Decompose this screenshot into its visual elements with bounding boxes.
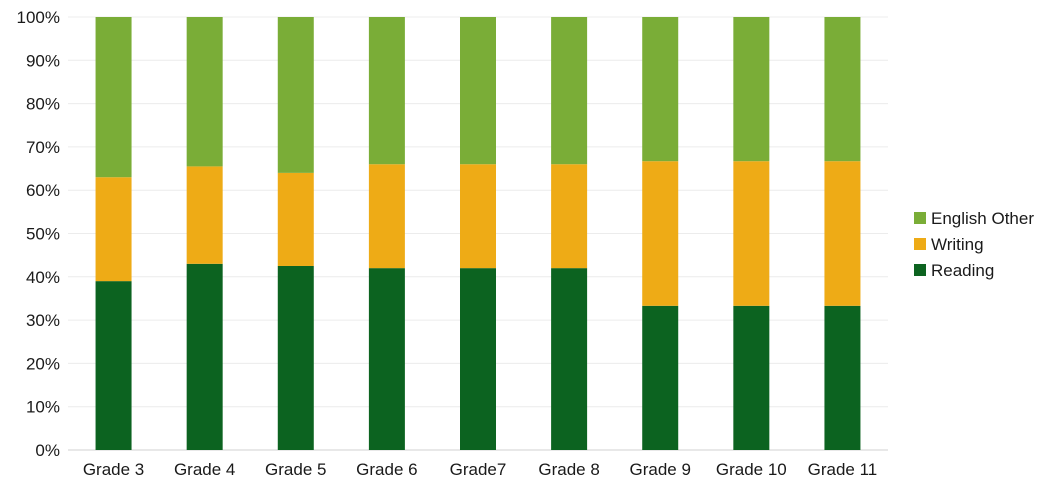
bar-segment-reading [733, 305, 770, 450]
bar-segment-english-other [551, 17, 588, 165]
bar-segment-english-other [460, 17, 496, 165]
y-tick-label: 20% [26, 354, 60, 373]
bar-segment-writing [551, 164, 588, 269]
x-tick-label: Grade 5 [265, 460, 326, 478]
x-axis-tick-labels: Grade 3 Grade 4 Grade 5 Grade 6 Grade7 Grade … [83, 460, 877, 478]
y-tick-label: 90% [26, 51, 60, 70]
x-tick-label: Grade 6 [356, 460, 417, 478]
bar-segment-writing [277, 172, 314, 266]
x-tick-label: Grade 8 [538, 460, 599, 478]
bar-segment-reading [368, 268, 405, 450]
bar-segment-english-other [186, 17, 223, 167]
y-axis-tick-labels: 0% 10% 20% 30% 40% 50% 60% 70% 80% 90% 100% [17, 8, 60, 460]
legend-swatch [914, 264, 926, 276]
bar-segment-reading [642, 305, 679, 450]
x-tick-label: Grade 4 [174, 460, 235, 478]
legend: English Other Writing Reading [914, 209, 1034, 280]
bar-segment-writing [368, 164, 405, 269]
bar-segment-writing [95, 177, 132, 282]
x-tick-label: Grade 10 [716, 460, 787, 478]
y-tick-label: 80% [26, 95, 60, 114]
bar-segment-english-other [642, 17, 679, 162]
bar-segment-writing [460, 164, 496, 269]
bar-segment-english-other [368, 17, 405, 165]
y-tick-label: 50% [26, 225, 60, 244]
bar-segment-reading [551, 268, 588, 450]
bar-segment-writing [733, 161, 770, 306]
bar-segment-writing [186, 166, 223, 264]
legend-swatch [914, 238, 926, 250]
legend-swatch [914, 212, 926, 224]
y-tick-label: 0% [35, 441, 60, 460]
y-tick-label: 10% [26, 398, 60, 417]
bar-segment-english-other [95, 17, 132, 178]
legend-entry: Writing [931, 235, 984, 254]
bar-segment-reading [95, 281, 132, 450]
bars [95, 17, 861, 450]
y-tick-label: 70% [26, 138, 60, 157]
y-tick-label: 100% [17, 8, 60, 27]
bar-segment-writing [642, 161, 679, 306]
x-tick-label: Grade 11 [808, 460, 878, 478]
bar-segment-english-other [733, 17, 770, 162]
x-tick-label: Grade 9 [630, 460, 691, 478]
y-tick-label: 40% [26, 268, 60, 287]
bar-segment-english-other [824, 17, 861, 162]
bar-segment-reading [186, 263, 223, 450]
y-tick-label: 30% [26, 311, 60, 330]
x-tick-label: Grade 3 [83, 460, 144, 478]
x-tick-label: Grade7 [450, 460, 507, 478]
legend-entry: Reading [931, 261, 994, 280]
bar-segment-reading [460, 268, 496, 450]
bar-segment-writing [824, 161, 861, 306]
bar-segment-reading [277, 265, 314, 450]
bar-segment-english-other [277, 17, 314, 173]
legend-entry: English Other [931, 209, 1034, 228]
bar-segment-reading [824, 305, 861, 450]
y-tick-label: 60% [26, 181, 60, 200]
